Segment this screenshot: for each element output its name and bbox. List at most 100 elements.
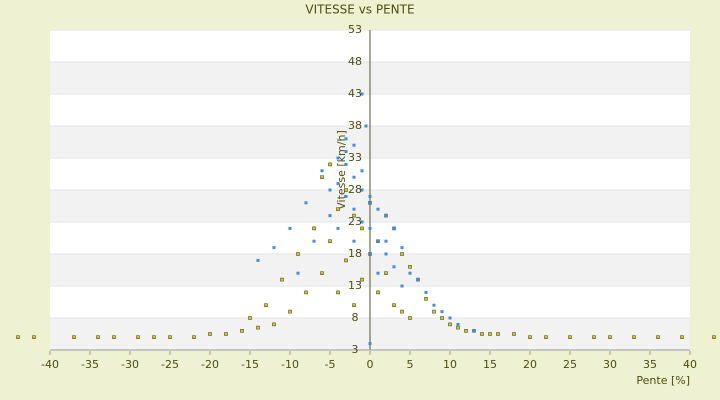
point bbox=[328, 214, 332, 218]
point bbox=[96, 335, 100, 340]
point bbox=[272, 322, 276, 327]
point bbox=[392, 303, 396, 308]
point bbox=[208, 332, 212, 336]
point bbox=[72, 335, 76, 340]
point bbox=[32, 335, 36, 340]
point bbox=[368, 226, 372, 230]
point bbox=[336, 156, 340, 160]
point bbox=[264, 303, 268, 308]
point bbox=[528, 335, 532, 340]
point bbox=[360, 220, 364, 224]
point bbox=[448, 316, 452, 320]
point bbox=[336, 290, 340, 295]
x-tick-label: -25 bbox=[161, 358, 179, 371]
point bbox=[632, 335, 636, 340]
point bbox=[16, 335, 20, 340]
point bbox=[248, 316, 252, 320]
point bbox=[400, 252, 404, 256]
point bbox=[288, 226, 292, 230]
y-tick-label: 33 bbox=[348, 151, 362, 164]
point bbox=[608, 335, 612, 340]
point bbox=[360, 169, 364, 173]
point bbox=[400, 309, 404, 314]
point bbox=[224, 332, 228, 336]
point bbox=[352, 213, 356, 218]
point bbox=[376, 239, 380, 243]
point bbox=[288, 309, 292, 314]
point bbox=[296, 271, 300, 275]
point bbox=[320, 271, 324, 276]
x-tick-label: 10 bbox=[443, 358, 457, 371]
x-tick-label: -40 bbox=[41, 358, 59, 371]
point bbox=[376, 271, 380, 275]
point bbox=[136, 335, 140, 340]
point bbox=[408, 271, 412, 275]
point bbox=[352, 207, 356, 211]
point bbox=[368, 194, 372, 198]
y-tick-label: 23 bbox=[348, 215, 362, 228]
y-tick-label: 28 bbox=[348, 183, 362, 196]
point bbox=[368, 201, 372, 205]
point bbox=[432, 303, 436, 307]
x-tick-label: 30 bbox=[603, 358, 617, 371]
point bbox=[360, 277, 364, 282]
point bbox=[360, 188, 364, 192]
point bbox=[656, 335, 660, 340]
x-tick-label: 25 bbox=[563, 358, 577, 371]
point bbox=[464, 328, 468, 333]
point bbox=[544, 335, 548, 340]
x-tick-label: 5 bbox=[407, 358, 414, 371]
x-tick-label: -30 bbox=[121, 358, 139, 371]
plot-area bbox=[49, 29, 691, 355]
point bbox=[408, 316, 412, 320]
point bbox=[344, 194, 348, 198]
point bbox=[456, 322, 460, 326]
point bbox=[384, 214, 388, 218]
point bbox=[112, 335, 116, 340]
point bbox=[320, 175, 324, 179]
x-tick-label: 35 bbox=[643, 358, 657, 371]
point bbox=[272, 246, 276, 250]
chart-title: VITESSE vs PENTE bbox=[305, 3, 414, 17]
point bbox=[424, 290, 428, 294]
y-tick-label: 3 bbox=[352, 343, 359, 356]
point bbox=[392, 265, 396, 269]
point bbox=[296, 252, 300, 256]
point bbox=[440, 310, 444, 314]
x-tick-label: -15 bbox=[241, 358, 259, 371]
point bbox=[384, 271, 388, 276]
point bbox=[304, 201, 308, 205]
point bbox=[344, 150, 348, 154]
point bbox=[336, 182, 340, 186]
point bbox=[152, 335, 156, 340]
point bbox=[448, 322, 452, 327]
point bbox=[424, 296, 428, 301]
x-tick-label: 20 bbox=[523, 358, 537, 371]
point bbox=[416, 278, 420, 282]
point bbox=[408, 264, 412, 269]
y-tick-label: 48 bbox=[348, 55, 362, 68]
x-tick-label: 40 bbox=[683, 358, 697, 371]
point bbox=[376, 290, 380, 295]
point bbox=[304, 290, 308, 295]
point bbox=[352, 303, 356, 308]
point bbox=[256, 258, 260, 262]
point bbox=[400, 284, 404, 288]
point bbox=[328, 188, 332, 192]
point bbox=[384, 252, 388, 256]
point bbox=[344, 137, 348, 141]
point bbox=[400, 246, 404, 250]
point bbox=[256, 325, 260, 330]
point bbox=[496, 332, 500, 336]
point bbox=[488, 332, 492, 336]
point bbox=[440, 316, 444, 320]
point bbox=[352, 239, 356, 243]
point bbox=[344, 188, 348, 192]
point bbox=[352, 175, 356, 179]
point bbox=[344, 258, 348, 263]
point bbox=[512, 332, 516, 336]
point bbox=[360, 92, 364, 96]
point bbox=[368, 342, 372, 346]
point bbox=[472, 329, 476, 333]
